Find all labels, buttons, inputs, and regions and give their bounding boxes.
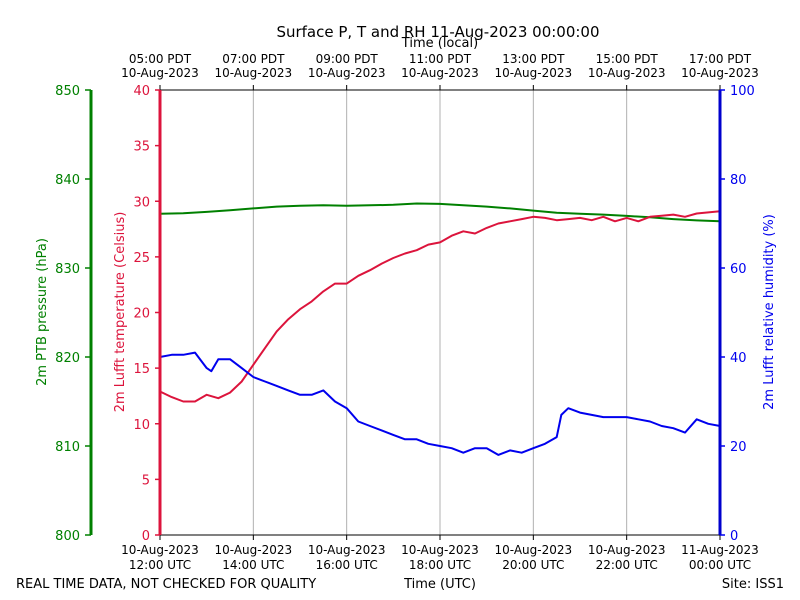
top-tick-local-time: 13:00 PDT (502, 52, 565, 66)
x-tick-utc: 12:00 UTC (129, 558, 191, 572)
temperature-tick-label: 0 (142, 529, 150, 544)
series-layer (159, 202, 721, 456)
top-tick-local-date: 10-Aug-2023 (215, 66, 293, 80)
temperature-tick-label: 20 (133, 307, 150, 322)
temperature-axis-label: 2m Lufft temperature (Celsius) (113, 212, 128, 413)
x-tick-date: 10-Aug-2023 (588, 543, 666, 557)
x-tick-utc: 00:00 UTC (689, 558, 751, 572)
x-tick-utc: 18:00 UTC (409, 558, 471, 572)
pressure-tick-label: 830 (55, 262, 80, 277)
top-tick-local-time: 17:00 PDT (689, 52, 752, 66)
humidity-tick-label: 0 (730, 529, 738, 544)
top-tick-local-time: 05:00 PDT (129, 52, 192, 66)
humidity-tick-label: 20 (730, 440, 747, 455)
x-tick-date: 10-Aug-2023 (308, 543, 386, 557)
top-tick-local-time: 09:00 PDT (316, 52, 379, 66)
pressure-axis-label: 2m PTB pressure (hPa) (35, 238, 50, 386)
pressure-tick-label: 800 (55, 529, 80, 544)
chart-title: Surface P, T and RH 11-Aug-2023 00:00:00 (276, 23, 599, 41)
temperature-tick-label: 30 (133, 195, 150, 210)
humidity-series-line (159, 351, 721, 456)
pressure-tick-label: 850 (55, 84, 80, 99)
x-tick-date: 10-Aug-2023 (215, 543, 293, 557)
top-tick-local-date: 10-Aug-2023 (121, 66, 199, 80)
top-tick-local-time: 07:00 PDT (222, 52, 285, 66)
top-tick-local-date: 10-Aug-2023 (401, 66, 479, 80)
x-tick-date: 10-Aug-2023 (401, 543, 479, 557)
top-tick-local-date: 10-Aug-2023 (308, 66, 386, 80)
humidity-tick-label: 60 (730, 262, 747, 277)
temperature-tick-label: 5 (142, 473, 150, 488)
pressure-tick-label: 820 (55, 351, 80, 366)
x-tick-utc: 22:00 UTC (596, 558, 658, 572)
x-tick-date: 10-Aug-2023 (495, 543, 573, 557)
pressure-series-line (159, 202, 721, 223)
humidity-axis-label: 2m Lufft relative humidity (%) (762, 214, 777, 410)
temperature-series-line (159, 210, 721, 403)
x-tick-utc: 16:00 UTC (316, 558, 378, 572)
top-tick-local-date: 10-Aug-2023 (588, 66, 666, 80)
top-tick-local-date: 10-Aug-2023 (495, 66, 573, 80)
site-label: Site: ISS1 (722, 577, 784, 592)
grid (252, 90, 628, 535)
humidity-tick-label: 40 (730, 351, 747, 366)
humidity-tick-label: 80 (730, 173, 747, 188)
temperature-tick-label: 35 (133, 140, 150, 155)
pressure-tick-label: 810 (55, 440, 80, 455)
x-tick-utc: 14:00 UTC (222, 558, 284, 572)
temperature-tick-label: 25 (133, 251, 150, 266)
top-axis-label: Time (local) (401, 36, 478, 51)
top-tick-local-time: 11:00 PDT (409, 52, 472, 66)
x-tick-date: 10-Aug-2023 (121, 543, 199, 557)
temperature-tick-label: 10 (133, 418, 150, 433)
humidity-tick-label: 100 (730, 84, 755, 99)
temperature-tick-label: 15 (133, 362, 150, 377)
top-tick-local-time: 15:00 PDT (596, 52, 659, 66)
top-tick-local-date: 10-Aug-2023 (681, 66, 759, 80)
pressure-tick-label: 840 (55, 173, 80, 188)
temperature-tick-label: 40 (133, 84, 150, 99)
x-axis-label: Time (UTC) (403, 577, 476, 592)
x-tick-date: 11-Aug-2023 (681, 543, 759, 557)
footer-disclaimer: REAL TIME DATA, NOT CHECKED FOR QUALITY (16, 577, 316, 592)
x-tick-utc: 20:00 UTC (502, 558, 564, 572)
